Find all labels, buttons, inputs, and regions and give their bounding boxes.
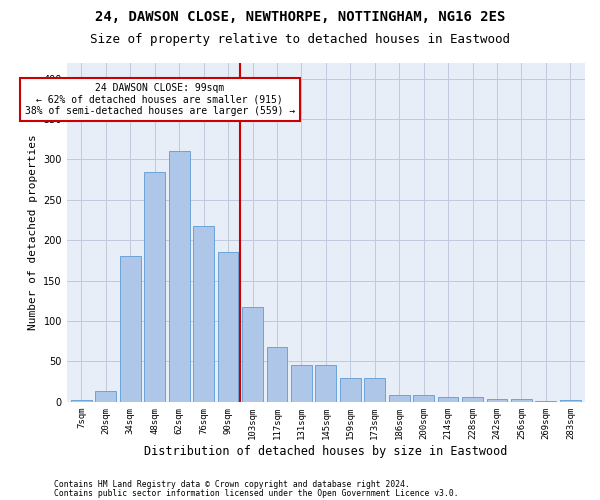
Bar [560,400,581,402]
Text: 24 DAWSON CLOSE: 99sqm
← 62% of detached houses are smaller (915)
38% of semi-de: 24 DAWSON CLOSE: 99sqm ← 62% of detached… [25,82,295,116]
Bar [511,398,532,402]
Text: Contains public sector information licensed under the Open Government Licence v3: Contains public sector information licen… [54,488,458,498]
Bar [316,364,336,402]
Bar [242,308,263,402]
Bar [145,172,165,402]
Y-axis label: Number of detached properties: Number of detached properties [28,134,38,330]
Bar [95,390,116,402]
Bar [438,397,458,402]
Bar [218,252,238,402]
Bar [413,396,434,402]
Text: Size of property relative to detached houses in Eastwood: Size of property relative to detached ho… [90,32,510,46]
X-axis label: Distribution of detached houses by size in Eastwood: Distribution of detached houses by size … [144,444,508,458]
Bar [364,378,385,402]
Text: Contains HM Land Registry data © Crown copyright and database right 2024.: Contains HM Land Registry data © Crown c… [54,480,410,489]
Bar [389,396,410,402]
Bar [462,397,483,402]
Bar [71,400,92,402]
Bar [340,378,361,402]
Bar [266,347,287,402]
Bar [120,256,141,402]
Bar [487,398,508,402]
Bar [535,401,556,402]
Bar [193,226,214,402]
Bar [169,152,190,402]
Bar [291,364,312,402]
Text: 24, DAWSON CLOSE, NEWTHORPE, NOTTINGHAM, NG16 2ES: 24, DAWSON CLOSE, NEWTHORPE, NOTTINGHAM,… [95,10,505,24]
